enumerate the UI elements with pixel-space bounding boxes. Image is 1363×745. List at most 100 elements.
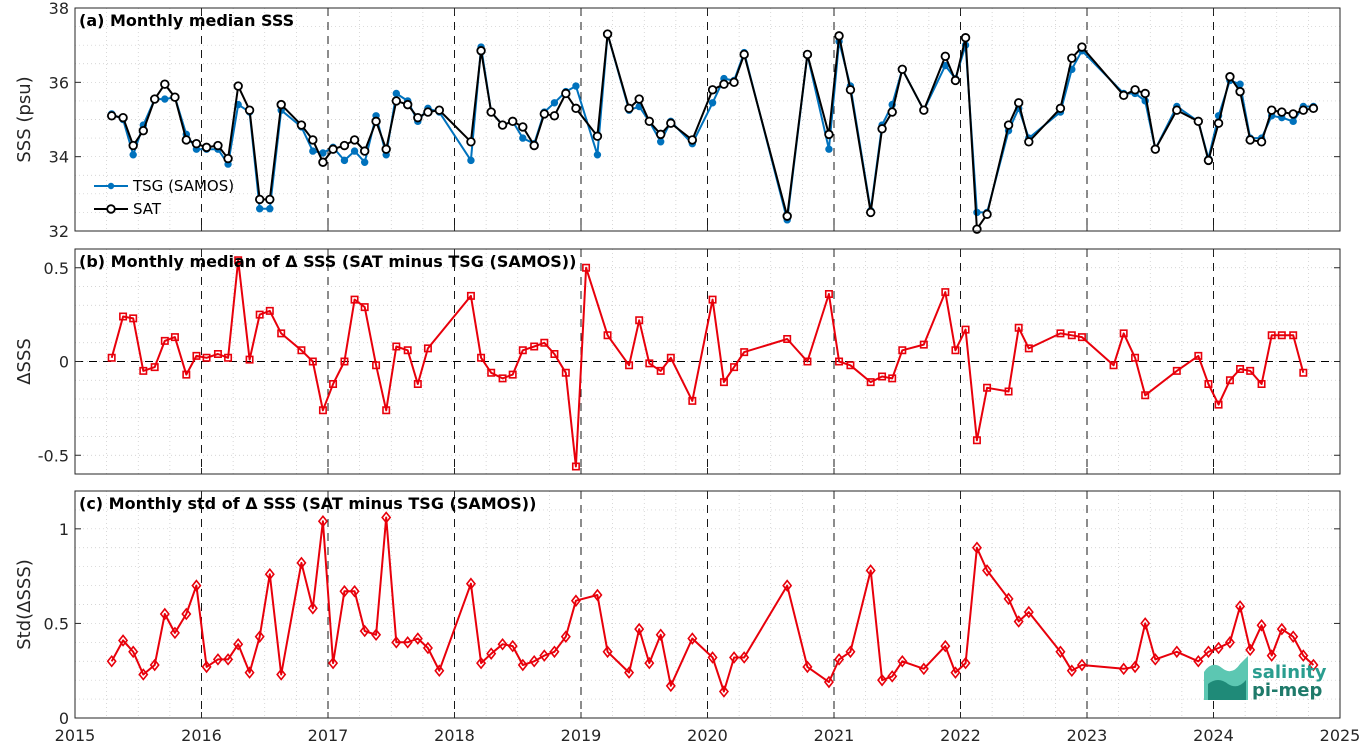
data-point: [318, 406, 327, 415]
data-point: [1225, 376, 1234, 385]
data-point: [1236, 364, 1245, 373]
data-point: [138, 668, 149, 681]
data-point: [550, 99, 559, 107]
data-point: [1150, 144, 1161, 154]
data-point: [150, 363, 159, 372]
data-point: [645, 359, 654, 368]
data-point: [277, 329, 286, 338]
series-line: [110, 516, 1315, 693]
data-point: [340, 357, 349, 366]
data-point: [1066, 664, 1077, 677]
data-point: [308, 135, 318, 145]
data-point: [1130, 85, 1140, 95]
data-point: [877, 124, 887, 134]
data-point: [687, 135, 698, 145]
data-point: [1288, 109, 1298, 119]
data-point: [201, 142, 212, 153]
y-tick-label: 0: [59, 353, 69, 372]
data-point: [1055, 645, 1066, 659]
data-point: [940, 51, 951, 62]
data-point: [592, 131, 603, 141]
data-point: [1172, 105, 1182, 115]
data-point: [360, 303, 369, 312]
data-point: [961, 325, 970, 334]
data-point: [865, 207, 876, 218]
data-point: [1119, 329, 1128, 338]
data-point: [476, 656, 487, 670]
data-point: [382, 406, 391, 415]
data-point: [264, 567, 275, 581]
data-point: [561, 88, 571, 99]
data-point: [381, 511, 392, 524]
data-point: [486, 647, 497, 660]
data-point: [824, 289, 833, 298]
data-point: [106, 111, 117, 121]
data-point: [213, 140, 223, 151]
data-point: [1067, 53, 1077, 63]
data-point: [160, 336, 169, 345]
series-b-0: [107, 256, 1308, 471]
data-point: [729, 77, 739, 88]
data-point: [297, 346, 306, 355]
data-point: [802, 49, 813, 60]
data-point: [309, 147, 317, 155]
data-point: [265, 306, 274, 315]
data-point: [477, 353, 486, 362]
data-point: [1172, 366, 1181, 375]
data-point: [951, 346, 960, 355]
x-tick-label: 2020: [687, 726, 728, 745]
data-point: [529, 654, 540, 668]
data-point: [878, 372, 887, 381]
data-point: [1109, 361, 1118, 370]
data-point: [339, 140, 350, 151]
data-point: [707, 85, 718, 95]
data-point: [783, 334, 792, 343]
data-point: [634, 622, 645, 636]
data-point: [422, 641, 433, 655]
data-point: [244, 666, 255, 679]
data-point: [149, 658, 160, 672]
data-point: [129, 151, 137, 159]
data-point: [1298, 649, 1309, 662]
data-point: [719, 378, 728, 387]
panel-title: (b) Monthly median of Δ SSS (SAT minus T…: [79, 252, 576, 271]
data-point: [466, 137, 476, 147]
data-point: [845, 645, 856, 659]
data-point: [1235, 86, 1245, 97]
data-point: [413, 379, 422, 388]
data-point: [170, 92, 180, 102]
data-point: [1288, 630, 1299, 643]
data-point: [106, 654, 117, 668]
y-tick-label: 0: [59, 709, 69, 728]
y-tick-label: 32: [49, 222, 69, 241]
data-point: [349, 584, 360, 598]
data-point: [644, 116, 655, 127]
data-point: [1246, 366, 1255, 375]
data-point: [1077, 42, 1087, 52]
data-point: [392, 342, 401, 351]
data-point: [845, 85, 856, 95]
data-point: [803, 357, 812, 366]
data-point: [665, 679, 676, 693]
data-point: [1014, 323, 1023, 332]
data-point: [371, 116, 381, 127]
data-point: [782, 579, 793, 592]
data-point: [149, 94, 160, 104]
data-point: [202, 353, 211, 362]
x-tick-label: 2022: [940, 726, 981, 745]
data-point: [1013, 615, 1024, 628]
data-point: [960, 33, 971, 43]
data-point: [603, 331, 612, 340]
data-point: [1140, 88, 1150, 99]
data-point: [317, 514, 328, 528]
data-point: [941, 288, 950, 297]
x-tick-label: 2021: [814, 726, 855, 745]
data-point: [118, 634, 129, 647]
data-point: [570, 594, 581, 607]
data-point: [518, 346, 527, 355]
y-tick-label: -0.5: [38, 446, 69, 465]
legend-marker: [107, 182, 115, 190]
data-point: [265, 194, 275, 205]
data-point: [139, 366, 148, 375]
data-point: [307, 602, 318, 615]
